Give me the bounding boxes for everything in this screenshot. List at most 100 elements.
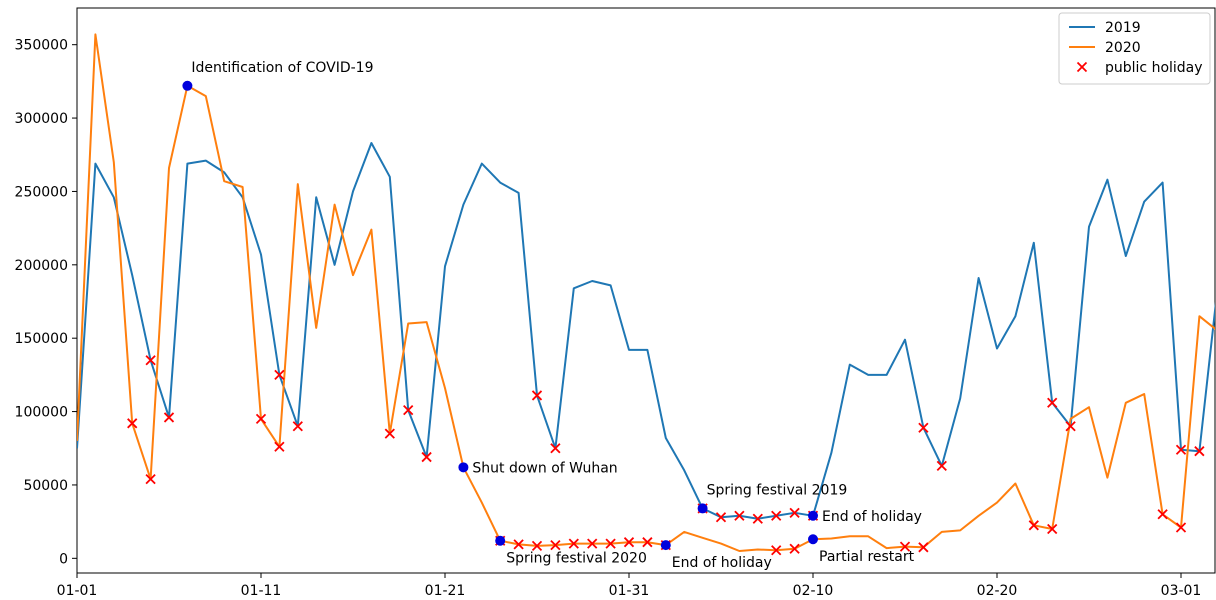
holiday-marker-stroke	[771, 510, 782, 521]
event-label: End of holiday	[822, 509, 922, 525]
holiday-marker	[715, 512, 727, 523]
holiday-marker	[789, 543, 800, 554]
holiday-marker-stroke	[918, 542, 929, 553]
holiday-marker	[1157, 509, 1168, 520]
event-layer: Identification of COVID-19 Shut down of W…	[182, 60, 922, 571]
legend-swatch-holiday	[1076, 61, 1088, 73]
plot-frame	[76, 7, 1216, 574]
event-label: Shut down of Wuhan	[472, 460, 617, 476]
holiday-marker-stroke	[163, 412, 175, 423]
holiday-marker-stroke	[587, 538, 598, 549]
holiday-marker-stroke	[642, 537, 653, 548]
holiday-marker	[918, 542, 929, 553]
holiday-marker	[789, 507, 800, 518]
holiday-marker	[163, 412, 175, 423]
holiday-marker	[531, 390, 543, 401]
holiday-marker	[255, 413, 267, 425]
holiday-marker-stroke	[568, 538, 579, 549]
holiday-marker	[771, 545, 782, 556]
holiday-marker	[1194, 446, 1205, 457]
holiday-marker-stroke	[255, 413, 267, 425]
holiday-marker	[384, 428, 395, 439]
event-marker	[808, 534, 818, 545]
event-marker	[458, 462, 469, 473]
x-tick-label: 01-11	[241, 583, 282, 599]
x-tick-label: 01-01	[57, 583, 98, 599]
legend-label: public holiday	[1105, 60, 1203, 76]
event-marker	[495, 535, 506, 546]
holiday-marker-stroke	[1065, 421, 1076, 432]
holiday-marker-stroke	[145, 473, 156, 485]
event-label: Spring festival 2019	[707, 482, 848, 498]
holiday-marker-stroke	[274, 369, 285, 381]
holiday-marker	[1065, 421, 1076, 432]
series-layer	[77, 33, 1215, 552]
holiday-marker	[550, 539, 561, 551]
y-tick-label: 0	[59, 551, 68, 567]
holiday-marker-stroke	[1157, 509, 1168, 520]
holiday-marker-stroke	[936, 460, 947, 472]
holiday-marker	[145, 473, 156, 485]
holiday-marker	[292, 421, 303, 432]
x-axis: 01-01 01-11 01-21 01-31 02-10 02-20 03-01	[57, 573, 1201, 599]
x-tick-label: 02-20	[977, 583, 1018, 599]
holiday-marker-stroke	[531, 390, 543, 401]
holiday-marker	[1047, 523, 1058, 535]
holiday-marker-stroke	[550, 443, 561, 454]
holiday-marker	[642, 537, 653, 548]
holiday-marker	[1175, 522, 1187, 533]
holiday-marker	[1047, 397, 1058, 408]
holiday-marker	[918, 422, 929, 433]
event-marker	[697, 503, 708, 514]
plot-area	[76, 7, 1216, 574]
holiday-marker	[568, 538, 579, 549]
y-tick-label: 350000	[15, 38, 68, 54]
legend-box	[1058, 12, 1211, 85]
holiday-marker-stroke	[1028, 520, 1039, 531]
holiday-marker-stroke	[899, 541, 911, 552]
holiday-marker-stroke	[1047, 397, 1058, 408]
y-tick-label: 50000	[23, 478, 68, 494]
event-label: End of holiday	[672, 555, 772, 571]
holiday-marker	[421, 451, 432, 463]
holiday-marker-stroke	[734, 510, 745, 521]
holiday-marker-stroke	[605, 538, 616, 549]
y-tick-label: 300000	[15, 111, 68, 127]
holiday-marker-stroke	[1194, 446, 1205, 457]
holiday-marker	[1175, 444, 1187, 455]
y-axis: 0 50000 100000 150000 200000 250000 300000 3500…	[15, 38, 77, 567]
holiday-marker	[587, 538, 598, 549]
holiday-marker	[274, 369, 285, 381]
holiday-marker-stroke	[403, 404, 414, 416]
y-tick-label: 200000	[15, 258, 68, 274]
holiday-marker-stroke	[531, 540, 543, 551]
holiday-marker	[623, 537, 635, 548]
holiday-marker	[1028, 520, 1039, 531]
holiday-marker-stroke	[145, 355, 156, 366]
holiday-marker-stroke	[771, 545, 782, 556]
holiday-marker	[605, 538, 616, 549]
event-marker	[660, 540, 671, 551]
holiday-marker-stroke	[1175, 522, 1187, 533]
holiday-marker	[274, 441, 285, 452]
holiday-marker-stroke	[789, 543, 800, 554]
holiday-marker-stroke	[918, 422, 929, 433]
holiday-marker-stroke	[421, 451, 432, 463]
holiday-marker-stroke	[513, 539, 524, 550]
y-tick-label: 100000	[15, 405, 68, 421]
holiday-marker-stroke	[127, 418, 138, 429]
holiday-marker-stroke	[384, 428, 395, 439]
holiday-marker	[127, 418, 138, 429]
legend: 2019 2020 public holiday	[1058, 12, 1211, 85]
holiday-marker-stroke	[623, 537, 635, 548]
legend-label: 2019	[1105, 20, 1141, 36]
holiday-marker-stroke	[1175, 444, 1187, 455]
holiday-marker-stroke	[789, 507, 800, 518]
x-tick-label: 02-10	[793, 583, 834, 599]
legend-label: 2020	[1105, 40, 1141, 56]
holiday-marker	[513, 539, 524, 550]
holiday-marker-stroke	[752, 513, 763, 524]
event-marker	[808, 510, 818, 521]
event-label: Partial restart	[819, 549, 915, 565]
holiday-marker	[403, 404, 414, 416]
